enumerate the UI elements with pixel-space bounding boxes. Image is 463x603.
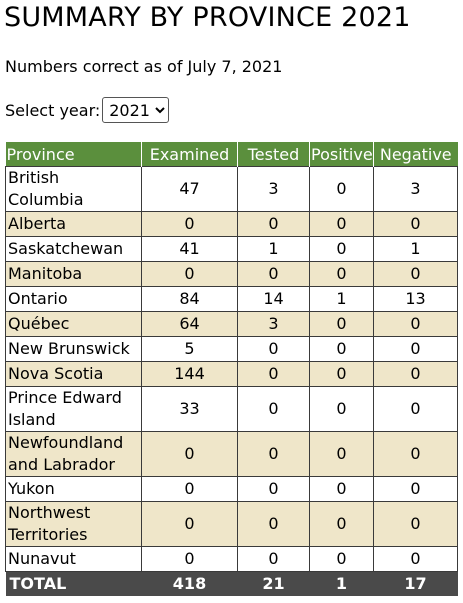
total-tested: 21 <box>237 571 310 596</box>
positive-cell: 1 <box>309 286 374 312</box>
table-row: Northwest Territories 0 0 0 0 <box>5 501 458 547</box>
province-cell: Prince Edward Island <box>5 386 142 432</box>
header-negative: Negative <box>373 142 458 167</box>
table-header-row: Province Examined Tested Positive Negati… <box>5 142 458 167</box>
negative-cell: 0 <box>373 476 458 502</box>
examined-cell: 64 <box>141 311 238 337</box>
table-row: Saskatchewan 41 1 0 1 <box>5 236 458 262</box>
total-label: TOTAL <box>5 571 142 596</box>
header-examined: Examined <box>141 142 238 167</box>
examined-cell: 0 <box>141 476 238 502</box>
total-negative: 17 <box>373 571 458 596</box>
negative-cell: 3 <box>373 166 458 212</box>
tested-cell: 0 <box>237 361 310 387</box>
negative-cell: 0 <box>373 261 458 287</box>
positive-cell: 0 <box>309 501 374 547</box>
negative-cell: 0 <box>373 336 458 362</box>
province-cell: Nova Scotia <box>5 361 142 387</box>
table-row: Québec 64 3 0 0 <box>5 311 458 337</box>
province-cell: New Brunswick <box>5 336 142 362</box>
header-positive: Positive <box>309 142 374 167</box>
year-label: Select year: <box>5 100 101 120</box>
total-examined: 418 <box>141 571 238 596</box>
negative-cell: 0 <box>373 211 458 237</box>
tested-cell: 0 <box>237 501 310 547</box>
tested-cell: 3 <box>237 311 310 337</box>
province-cell: Northwest Territories <box>5 501 142 547</box>
updated-note: Numbers correct as of July 7, 2021 <box>5 57 283 76</box>
total-row: TOTAL 418 21 1 17 <box>5 571 458 596</box>
positive-cell: 0 <box>309 386 374 432</box>
tested-cell: 0 <box>237 336 310 362</box>
positive-cell: 0 <box>309 546 374 572</box>
table-row: Prince Edward Island 33 0 0 0 <box>5 386 458 432</box>
tested-cell: 0 <box>237 546 310 572</box>
tested-cell: 0 <box>237 476 310 502</box>
positive-cell: 0 <box>309 236 374 262</box>
table-row: Newfoundland and Labrador 0 0 0 0 <box>5 431 458 477</box>
header-province: Province <box>5 142 142 167</box>
table-row: Ontario 84 14 1 13 <box>5 286 458 312</box>
province-cell: Yukon <box>5 476 142 502</box>
tested-cell: 0 <box>237 261 310 287</box>
examined-cell: 144 <box>141 361 238 387</box>
positive-cell: 0 <box>309 336 374 362</box>
negative-cell: 0 <box>373 311 458 337</box>
province-cell: Manitoba <box>5 261 142 287</box>
province-cell: British Columbia <box>5 166 142 212</box>
province-cell: Newfoundland and Labrador <box>5 431 142 477</box>
tested-cell: 3 <box>237 166 310 212</box>
page-title: SUMMARY BY PROVINCE 2021 <box>4 2 411 33</box>
province-summary-table: Province Examined Tested Positive Negati… <box>5 142 458 596</box>
negative-cell: 0 <box>373 431 458 477</box>
province-cell: Alberta <box>5 211 142 237</box>
examined-cell: 41 <box>141 236 238 262</box>
table-row: Yukon 0 0 0 0 <box>5 476 458 502</box>
negative-cell: 0 <box>373 361 458 387</box>
negative-cell: 1 <box>373 236 458 262</box>
table-row: New Brunswick 5 0 0 0 <box>5 336 458 362</box>
positive-cell: 0 <box>309 311 374 337</box>
province-cell: Ontario <box>5 286 142 312</box>
total-positive: 1 <box>309 571 374 596</box>
table-row: Nunavut 0 0 0 0 <box>5 546 458 572</box>
examined-cell: 0 <box>141 261 238 287</box>
negative-cell: 13 <box>373 286 458 312</box>
table-row: Nova Scotia 144 0 0 0 <box>5 361 458 387</box>
examined-cell: 0 <box>141 211 238 237</box>
positive-cell: 0 <box>309 361 374 387</box>
negative-cell: 0 <box>373 501 458 547</box>
positive-cell: 0 <box>309 211 374 237</box>
examined-cell: 0 <box>141 546 238 572</box>
table-row: British Columbia 47 3 0 3 <box>5 166 458 212</box>
examined-cell: 5 <box>141 336 238 362</box>
tested-cell: 1 <box>237 236 310 262</box>
positive-cell: 0 <box>309 166 374 212</box>
examined-cell: 84 <box>141 286 238 312</box>
tested-cell: 0 <box>237 431 310 477</box>
examined-cell: 47 <box>141 166 238 212</box>
header-tested: Tested <box>237 142 310 167</box>
year-selector: Select year: 2021 <box>5 97 170 123</box>
examined-cell: 33 <box>141 386 238 432</box>
table-row: Alberta 0 0 0 0 <box>5 211 458 237</box>
examined-cell: 0 <box>141 501 238 547</box>
examined-cell: 0 <box>141 431 238 477</box>
tested-cell: 14 <box>237 286 310 312</box>
province-cell: Québec <box>5 311 142 337</box>
positive-cell: 0 <box>309 261 374 287</box>
table-row: Manitoba 0 0 0 0 <box>5 261 458 287</box>
positive-cell: 0 <box>309 476 374 502</box>
tested-cell: 0 <box>237 386 310 432</box>
positive-cell: 0 <box>309 431 374 477</box>
year-dropdown[interactable]: 2021 <box>102 97 170 123</box>
province-cell: Saskatchewan <box>5 236 142 262</box>
negative-cell: 0 <box>373 386 458 432</box>
tested-cell: 0 <box>237 211 310 237</box>
province-cell: Nunavut <box>5 546 142 572</box>
negative-cell: 0 <box>373 546 458 572</box>
